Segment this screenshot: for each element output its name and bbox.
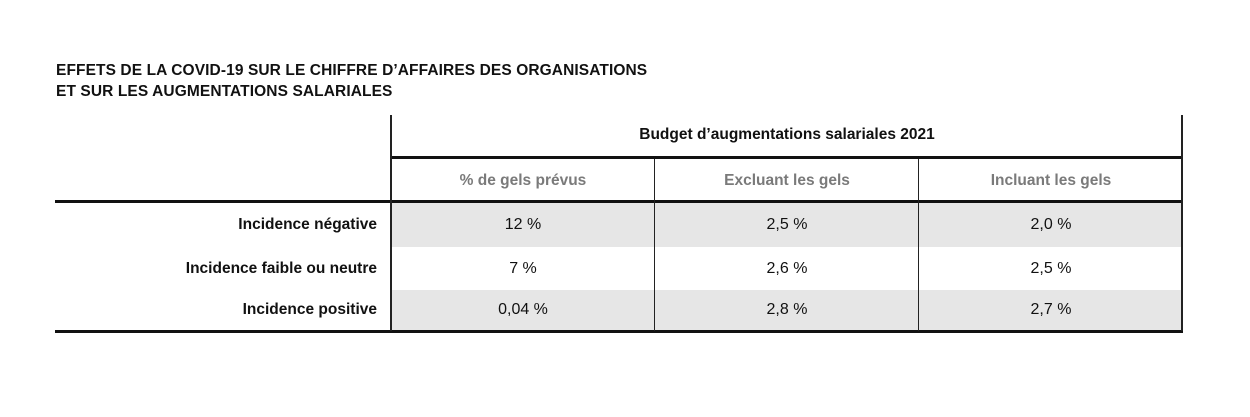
table-cell: 2,6 %: [766, 259, 808, 277]
column-divider-2: [918, 159, 919, 331]
table-cell: 2,5 %: [1030, 259, 1072, 277]
table-cell: 2,8 %: [766, 301, 808, 318]
table-cell: 7 %: [509, 259, 537, 277]
table-title-line-1: EFFETS DE LA COVID-19 SUR LE CHIFFRE D’A…: [56, 62, 648, 79]
table-cell: 2,7 %: [1030, 301, 1072, 318]
group-header: Budget d’augmentations salariales 2021: [639, 126, 935, 143]
column-header-incluant-gels: Incluant les gels: [990, 171, 1112, 189]
table-cell: 2,5 %: [766, 216, 808, 233]
row-3-shade: [391, 290, 1183, 330]
table-cell: 12 %: [504, 216, 542, 233]
table-cell: 2,0 %: [1030, 216, 1072, 233]
row-label-incidence-positive: Incidence positive: [242, 301, 377, 318]
column-divider-left: [390, 115, 392, 331]
column-divider-right: [1181, 115, 1183, 331]
row-label-incidence-negative: Incidence négative: [238, 216, 377, 233]
group-header-rule: [391, 156, 1183, 159]
header-bottom-rule: [55, 200, 1183, 203]
column-header-gels-prevus: % de gels prévus: [459, 171, 587, 189]
column-divider-1: [654, 159, 655, 331]
column-header-excluant-gels: Excluant les gels: [724, 171, 850, 189]
table-bottom-rule: [55, 330, 1183, 333]
row-label-incidence-faible-neutre: Incidence faible ou neutre: [185, 259, 377, 277]
table-title: EFFETS DE LA COVID-19 SUR LE CHIFFRE D’A…: [56, 60, 647, 102]
table-cell: 0,04 %: [498, 301, 548, 318]
table-title-line-2: ET SUR LES AUGMENTATIONS SALARIALES: [56, 83, 393, 100]
row-1-shade: [391, 203, 1183, 247]
salary-increase-table: Budget d’augmentations salariales 2021 %…: [55, 115, 1183, 333]
